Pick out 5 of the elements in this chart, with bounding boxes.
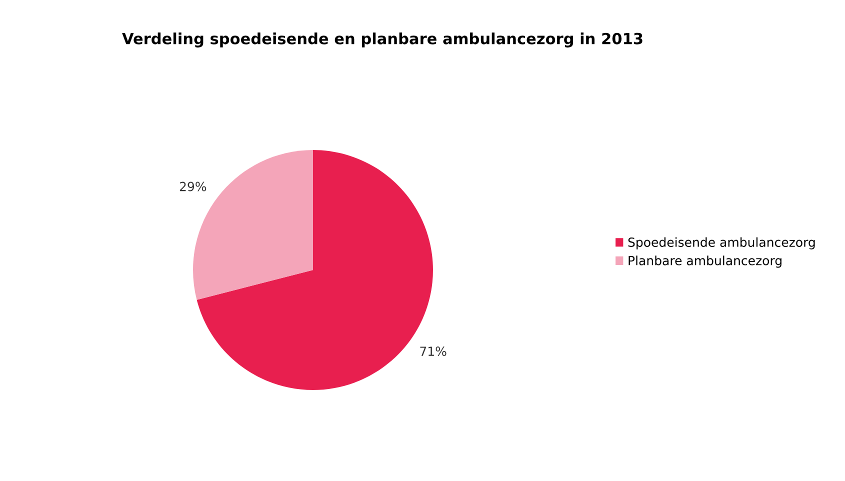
legend-label: Spoedeisende ambulancezorg — [628, 237, 815, 250]
data-label: 71% — [420, 346, 446, 356]
legend-label: Planbare ambulancezorg — [628, 256, 782, 268]
chart-title: Verdeling spoedeisende en planbare ambulancezorg in 2013 — [122, 32, 642, 48]
data-label: 29% — [180, 182, 206, 192]
